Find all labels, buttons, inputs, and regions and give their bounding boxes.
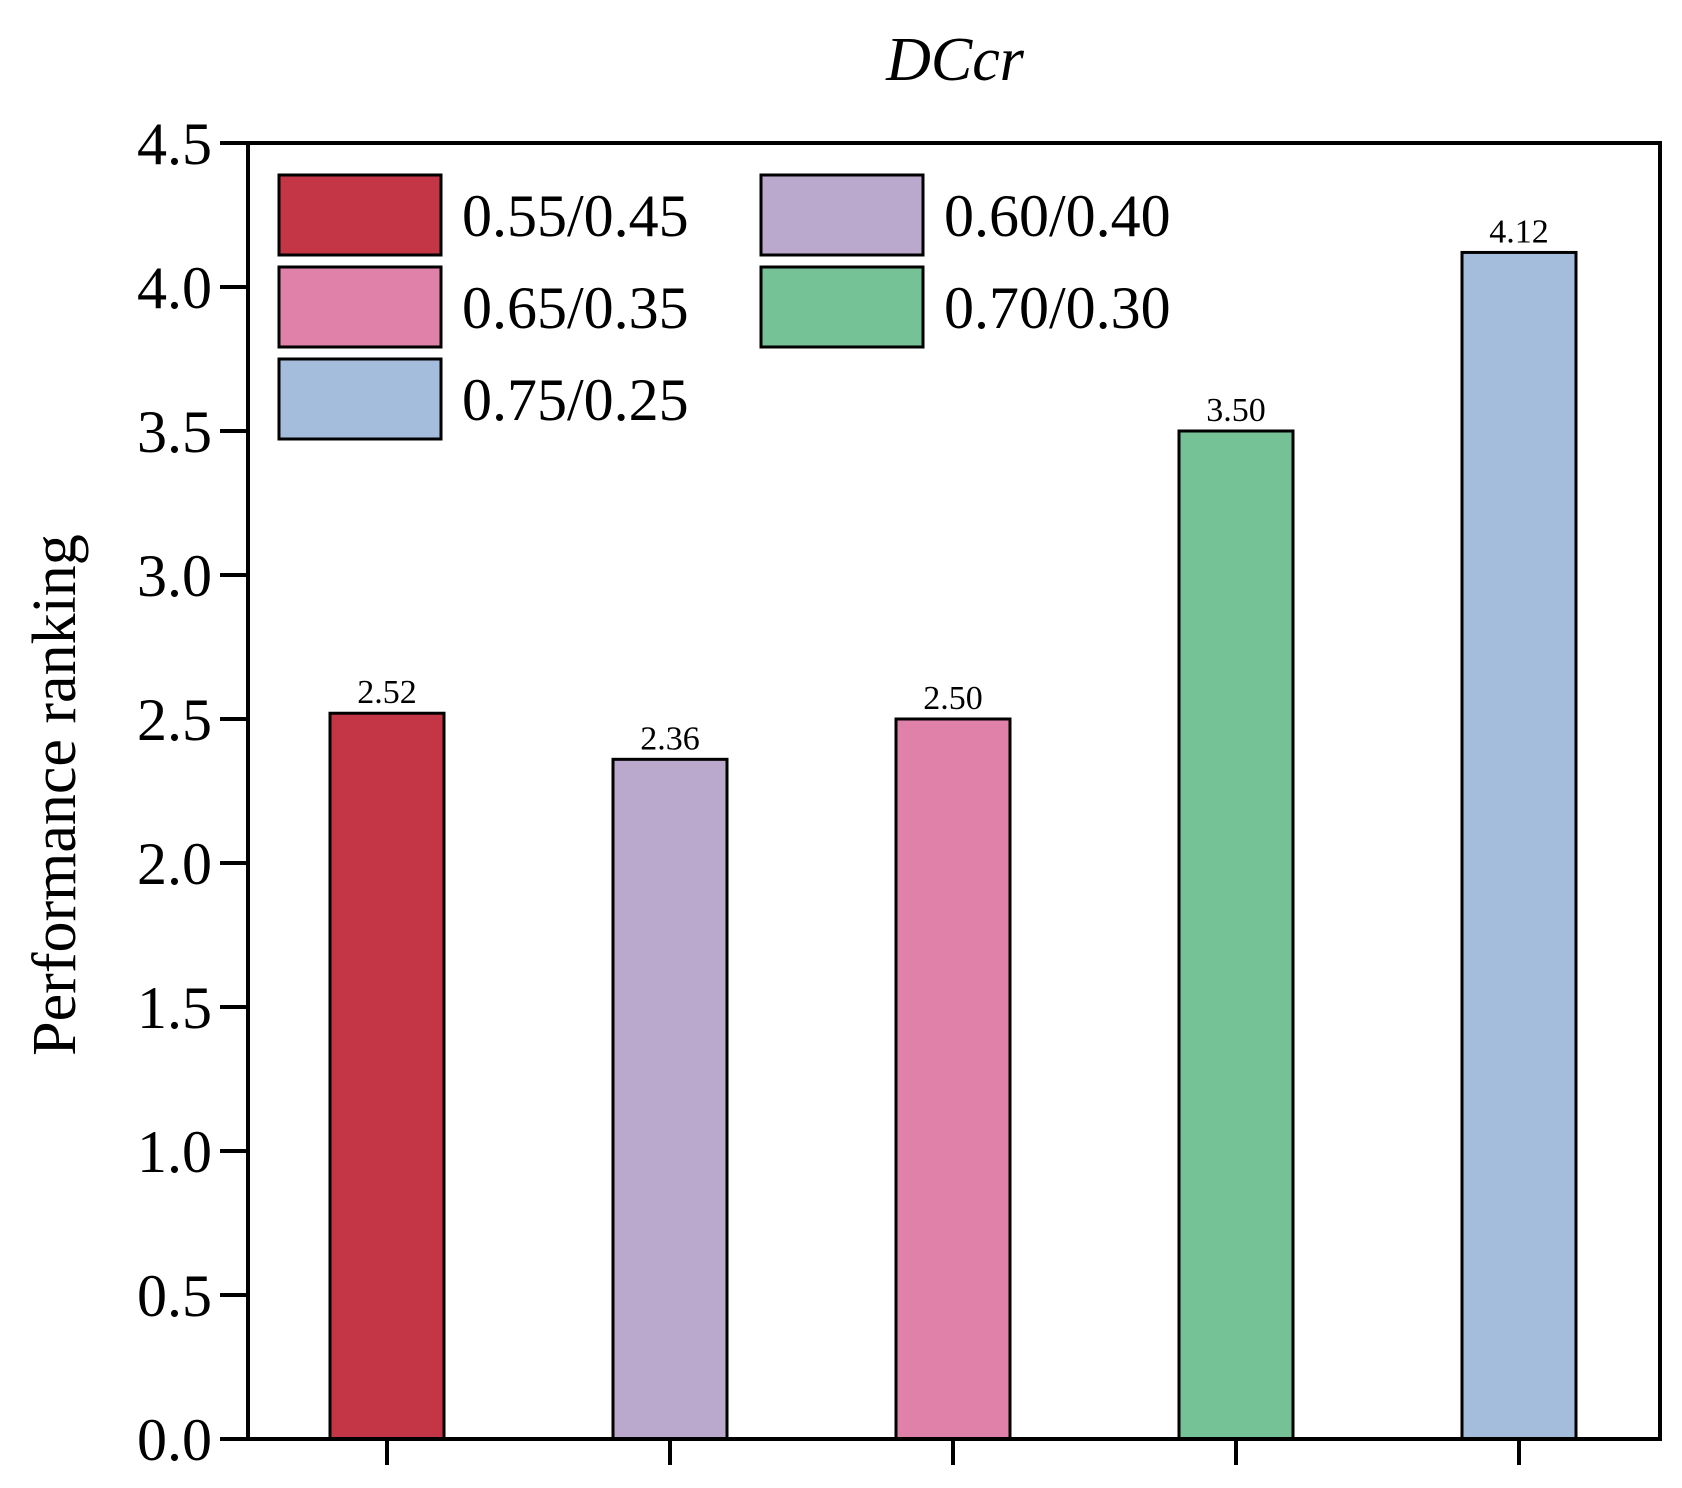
bar-0.75/0.25: [1460, 250, 1578, 1441]
x-axis-ticks: [385, 1439, 1521, 1465]
legend-swatch-0.70/0.30: [759, 265, 925, 349]
bar-0.65/0.35: [894, 717, 1012, 1441]
y-axis-label: Performance ranking: [21, 534, 89, 1056]
legend-label-0.70/0.30: 0.70/0.30: [944, 275, 1171, 341]
legend-label-0.55/0.45: 0.55/0.45: [462, 183, 689, 249]
y-axis-tick-labels: 0.0 0.5 1.0 1.5 2.0 2.5 3.0 3.5 4.0 4.5: [137, 111, 212, 1473]
bars-group: [328, 250, 1578, 1441]
y-tick-label-3.0: 3.0: [137, 543, 212, 609]
legend-swatch-0.75/0.25: [277, 357, 443, 441]
legend-swatch-0.65/0.35: [277, 265, 443, 349]
bar-0.55/0.45: [328, 711, 446, 1441]
y-axis-ticks: [220, 141, 248, 1441]
y-tick-label-4.5: 4.5: [137, 111, 212, 177]
bar-0.70/0.30: [1177, 429, 1295, 1441]
y-tick-label-0.0: 0.0: [137, 1407, 212, 1473]
bar-0.60/0.40: [611, 757, 729, 1441]
legend: 0.55/0.45 0.60/0.40 0.65/0.35 0.70/0.30 0.75…: [277, 173, 1171, 441]
data-label-0.60/0.40: 2.36: [640, 720, 700, 757]
legend-label-0.75/0.25: 0.75/0.25: [462, 367, 689, 433]
legend-swatch-0.60/0.40: [759, 173, 925, 257]
data-label-0.75/0.25: 4.12: [1489, 213, 1549, 250]
y-tick-label-2.5: 2.5: [137, 687, 212, 753]
y-tick-label-1.5: 1.5: [137, 975, 212, 1041]
legend-label-0.65/0.35: 0.65/0.35: [462, 275, 689, 341]
chart-title: DCcr: [885, 26, 1025, 94]
y-tick-label-0.5: 0.5: [137, 1263, 212, 1329]
legend-swatch-0.55/0.45: [277, 173, 443, 257]
y-tick-label-4.0: 4.0: [137, 255, 212, 321]
data-label-0.70/0.30: 3.50: [1206, 392, 1266, 429]
data-label-0.55/0.45: 2.52: [357, 674, 417, 711]
y-tick-label-3.5: 3.5: [137, 399, 212, 465]
data-label-0.65/0.35: 2.50: [923, 680, 983, 717]
data-labels-group: 2.52 2.36 2.50 3.50 4.12: [357, 213, 1549, 757]
y-tick-label-1.0: 1.0: [137, 1119, 212, 1185]
legend-label-0.60/0.40: 0.60/0.40: [944, 183, 1171, 249]
y-tick-label-2.0: 2.0: [137, 831, 212, 897]
